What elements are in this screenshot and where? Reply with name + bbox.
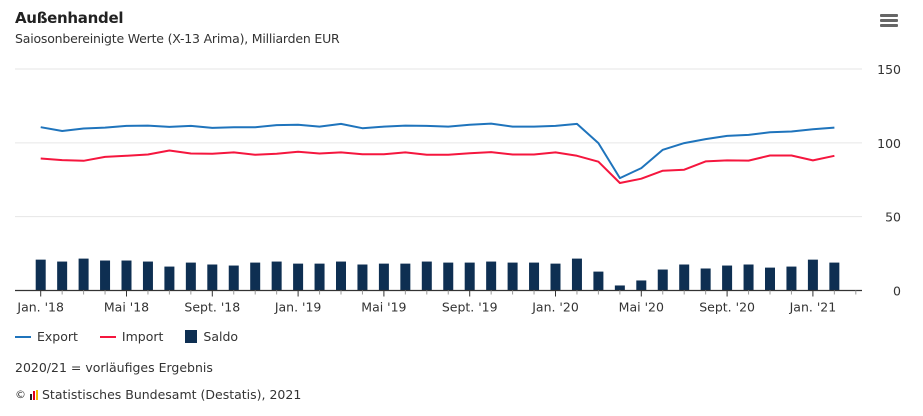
saldo-bar: [550, 263, 561, 291]
saldo-bar: [679, 264, 690, 291]
legend-item-export[interactable]: Export: [15, 329, 78, 344]
destatis-logo-icon: [30, 389, 38, 400]
chart-area: 0 50 100 150 Jan. '18 Mai '18 Sept. '18 Jan. '1…: [15, 62, 901, 315]
saldo-bar: [614, 285, 625, 291]
legend-item-saldo[interactable]: Saldo: [185, 329, 238, 344]
saldo-bar: [336, 261, 346, 291]
saldo-bar: [314, 263, 325, 291]
saldo-bar: [185, 262, 196, 291]
saldo-bar: [121, 260, 132, 291]
saldo-bar: [271, 261, 282, 291]
saldo-bar: [807, 259, 818, 291]
import-line-swatch: [99, 335, 116, 338]
saldo-bar: [786, 266, 797, 291]
x-tick-label: Jan. '18: [16, 300, 64, 315]
x-tick-label: Sept. '18: [184, 300, 240, 315]
saldo-bar: [743, 264, 754, 291]
saldo-bar: [207, 264, 218, 291]
saldo-bar: [400, 263, 411, 291]
y-tick-label: 0: [893, 284, 901, 299]
saldo-bar: [421, 261, 432, 291]
saldo-bar: [765, 267, 775, 291]
hamburger-menu-icon[interactable]: [880, 14, 898, 30]
saldo-bar: [571, 258, 582, 291]
chart-title: Außenhandel: [15, 9, 124, 27]
source-text: Statistisches Bundesamt (Destatis), 2021: [42, 387, 302, 402]
x-tick-label: Sept. '19: [442, 300, 498, 315]
x-tick-label: Mai '18: [104, 300, 149, 315]
export-line-swatch: [15, 335, 31, 338]
saldo-bar: [486, 261, 497, 291]
y-tick-label: 50: [885, 210, 901, 225]
y-tick-label: 150: [877, 62, 901, 77]
legend-label: Export: [37, 329, 78, 344]
saldo-bar: [636, 280, 647, 291]
y-tick-label: 100: [877, 136, 901, 151]
legend: Export Import Saldo: [15, 329, 238, 344]
saldo-bar: [293, 263, 304, 291]
x-tick-label: Jan. '21: [789, 300, 837, 315]
saldo-bar: [529, 262, 540, 291]
legend-label: Import: [121, 329, 164, 344]
chart-subtitle: Saiosonbereinigte Werte (X-13 Arima), Mi…: [15, 31, 340, 46]
saldo-bar: [443, 262, 454, 291]
saldo-bar: [378, 263, 389, 291]
legend-label: Saldo: [203, 329, 239, 344]
saldo-bar: [78, 258, 89, 291]
x-tick-label: Jan. '19: [274, 300, 322, 315]
legend-item-import[interactable]: Import: [99, 329, 164, 344]
saldo-bar: [722, 265, 733, 291]
x-tick-label: Mai '19: [361, 300, 406, 315]
saldo-bar: [700, 268, 711, 291]
saldo-bar: [593, 271, 604, 291]
saldo-bar: [57, 261, 68, 291]
footnote: 2020/21 = vorläufiges Ergebnis: [15, 360, 213, 375]
saldo-bar: [464, 262, 475, 291]
export-line: [40, 122, 835, 180]
saldo-bar: [250, 262, 261, 291]
source-credit: © Statistisches Bundesamt (Destatis), 20…: [15, 387, 301, 402]
x-tick-label: Sept. '20: [699, 300, 755, 315]
import-line: [40, 149, 835, 184]
x-tick-label: Jan. '20: [531, 300, 579, 315]
saldo-bar: [829, 262, 840, 291]
saldo-bar-swatch: [185, 330, 198, 343]
saldo-bar: [228, 265, 239, 291]
copyright-symbol: ©: [15, 388, 26, 401]
saldo-bar: [100, 260, 111, 291]
x-tick-label: Mai '20: [619, 300, 664, 315]
saldo-bar: [142, 261, 153, 291]
saldo-bar: [35, 259, 46, 291]
saldo-bar: [507, 262, 518, 291]
saldo-bar: [357, 264, 368, 291]
saldo-bar: [164, 266, 175, 291]
saldo-bar: [657, 269, 668, 291]
